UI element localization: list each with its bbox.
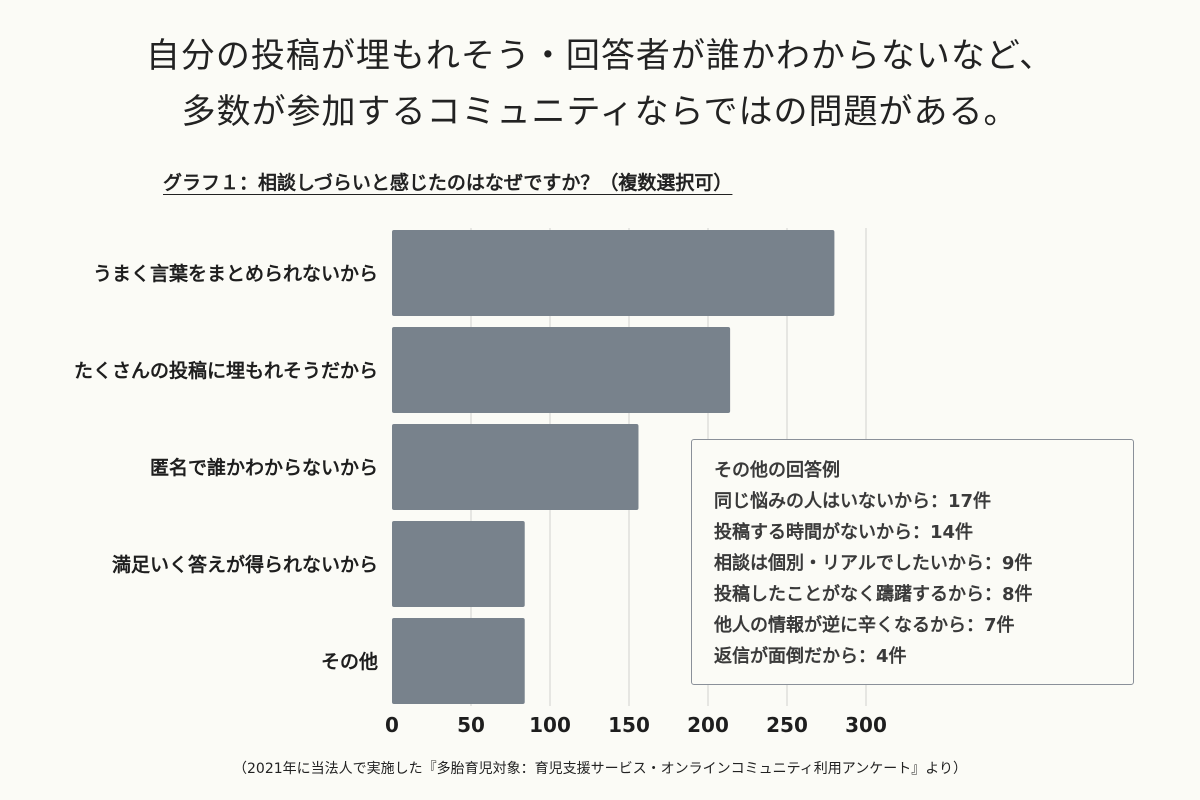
x-tick-label: 100: [529, 713, 571, 737]
headline-line-1: 自分の投稿が埋もれそう・回答者が誰かわからないなど、: [145, 36, 1055, 76]
other-answer-item: 他人の情報が逆に辛くなるから：7件: [714, 615, 1015, 636]
headline: 自分の投稿が埋もれそう・回答者が誰かわからないなど、 多数が参加するコミュニティ…: [0, 28, 1200, 140]
source-note: （2021年に当法人で実施した『多胎育児対象：育児支援サービス・オンラインコミュ…: [233, 761, 967, 777]
other-answer-item: 相談は個別・リアルでしたいから：9件: [714, 553, 1033, 574]
x-tick-label: 0: [385, 713, 399, 737]
category-label: 匿名で誰かわからないから: [150, 456, 378, 479]
x-tick-label: 200: [687, 713, 729, 737]
x-tick-label: 150: [608, 713, 650, 737]
x-tick-label: 250: [766, 713, 808, 737]
category-label: その他: [321, 650, 378, 673]
other-answer-item: 投稿したことがなく躊躇するから：8件: [714, 584, 1033, 605]
other-answer-item: 投稿する時間がないから：14件: [714, 522, 974, 543]
other-answers-box: その他の回答例 同じ悩みの人はいないから：17件 投稿する時間がないから：14件…: [691, 439, 1134, 685]
headline-line-2: 多数が参加するコミュニティならではの問題がある。: [181, 92, 1019, 132]
bar: [392, 327, 731, 413]
bar: [392, 618, 525, 704]
bar: [392, 424, 639, 510]
chart-title: グラフ１：相談しづらいと感じたのはなぜですか？（複数選択可）: [163, 172, 733, 194]
bar: [392, 521, 525, 607]
category-label: たくさんの投稿に埋もれそうだから: [74, 359, 378, 382]
other-answers-heading: その他の回答例: [714, 460, 840, 481]
x-tick-label: 50: [457, 713, 485, 737]
bar: [392, 230, 835, 316]
category-label: うまく言葉をまとめられないから: [93, 262, 378, 285]
x-tick-label: 300: [845, 713, 887, 737]
category-label: 満足いく答えが得られないから: [112, 553, 378, 576]
other-answer-item: 同じ悩みの人はいないから：17件: [714, 491, 992, 512]
other-answer-item: 返信が面倒だから：4件: [714, 646, 907, 667]
